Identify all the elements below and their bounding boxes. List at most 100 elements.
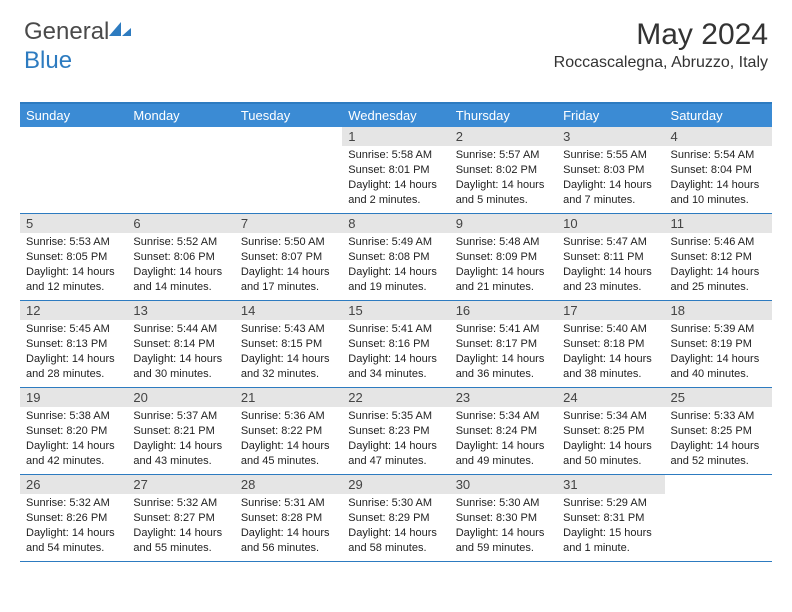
day-line: Daylight: 14 hours: [671, 265, 766, 280]
day-cell: 26Sunrise: 5:32 AMSunset: 8:26 PMDayligh…: [20, 475, 127, 561]
day-line: and 19 minutes.: [348, 280, 443, 295]
day-number: 26: [20, 475, 127, 494]
day-cell: 5Sunrise: 5:53 AMSunset: 8:05 PMDaylight…: [20, 214, 127, 300]
day-number: 30: [450, 475, 557, 494]
day-line: and 59 minutes.: [456, 541, 551, 556]
day-cell: [235, 127, 342, 213]
day-cell: 12Sunrise: 5:45 AMSunset: 8:13 PMDayligh…: [20, 301, 127, 387]
day-line: Sunset: 8:11 PM: [563, 250, 658, 265]
day-line: Sunset: 8:17 PM: [456, 337, 551, 352]
day-line: Sunrise: 5:32 AM: [26, 496, 121, 511]
day-body: [235, 131, 342, 137]
day-line: Daylight: 14 hours: [456, 265, 551, 280]
day-line: Daylight: 14 hours: [563, 352, 658, 367]
day-line: Daylight: 14 hours: [456, 178, 551, 193]
day-line: and 7 minutes.: [563, 193, 658, 208]
day-line: Sunrise: 5:45 AM: [26, 322, 121, 337]
day-line: Sunset: 8:20 PM: [26, 424, 121, 439]
day-line: Daylight: 14 hours: [563, 178, 658, 193]
day-line: Sunset: 8:05 PM: [26, 250, 121, 265]
day-cell: 8Sunrise: 5:49 AMSunset: 8:08 PMDaylight…: [342, 214, 449, 300]
day-line: Daylight: 14 hours: [26, 265, 121, 280]
day-line: Sunrise: 5:48 AM: [456, 235, 551, 250]
day-cell: 24Sunrise: 5:34 AMSunset: 8:25 PMDayligh…: [557, 388, 664, 474]
day-cell: 2Sunrise: 5:57 AMSunset: 8:02 PMDaylight…: [450, 127, 557, 213]
day-line: Sunset: 8:25 PM: [671, 424, 766, 439]
dow-cell: Wednesday: [342, 104, 449, 127]
day-line: and 55 minutes.: [133, 541, 228, 556]
day-body: [127, 131, 234, 137]
day-number: 24: [557, 388, 664, 407]
day-line: Sunrise: 5:40 AM: [563, 322, 658, 337]
day-line: Sunset: 8:29 PM: [348, 511, 443, 526]
day-line: Sunrise: 5:44 AM: [133, 322, 228, 337]
day-line: Sunset: 8:23 PM: [348, 424, 443, 439]
day-line: Daylight: 14 hours: [671, 439, 766, 454]
day-cell: 22Sunrise: 5:35 AMSunset: 8:23 PMDayligh…: [342, 388, 449, 474]
day-cell: 30Sunrise: 5:30 AMSunset: 8:30 PMDayligh…: [450, 475, 557, 561]
day-line: Sunrise: 5:35 AM: [348, 409, 443, 424]
day-cell: 13Sunrise: 5:44 AMSunset: 8:14 PMDayligh…: [127, 301, 234, 387]
day-body: Sunrise: 5:58 AMSunset: 8:01 PMDaylight:…: [342, 146, 449, 211]
day-number: 6: [127, 214, 234, 233]
day-body: Sunrise: 5:29 AMSunset: 8:31 PMDaylight:…: [557, 494, 664, 559]
day-line: Daylight: 14 hours: [456, 526, 551, 541]
day-line: and 1 minute.: [563, 541, 658, 556]
dow-row: Sunday Monday Tuesday Wednesday Thursday…: [20, 104, 772, 127]
day-body: Sunrise: 5:46 AMSunset: 8:12 PMDaylight:…: [665, 233, 772, 298]
day-line: Sunrise: 5:36 AM: [241, 409, 336, 424]
day-line: Sunset: 8:08 PM: [348, 250, 443, 265]
day-line: Sunset: 8:12 PM: [671, 250, 766, 265]
day-line: and 23 minutes.: [563, 280, 658, 295]
day-line: Daylight: 14 hours: [241, 352, 336, 367]
day-cell: 15Sunrise: 5:41 AMSunset: 8:16 PMDayligh…: [342, 301, 449, 387]
day-cell: [665, 475, 772, 561]
day-number: 5: [20, 214, 127, 233]
day-line: Sunrise: 5:30 AM: [348, 496, 443, 511]
dow-cell: Sunday: [20, 104, 127, 127]
day-body: Sunrise: 5:34 AMSunset: 8:24 PMDaylight:…: [450, 407, 557, 472]
day-line: Sunrise: 5:41 AM: [348, 322, 443, 337]
day-line: and 25 minutes.: [671, 280, 766, 295]
dow-cell: Tuesday: [235, 104, 342, 127]
day-number: 23: [450, 388, 557, 407]
day-body: [665, 479, 772, 485]
day-cell: 4Sunrise: 5:54 AMSunset: 8:04 PMDaylight…: [665, 127, 772, 213]
day-line: and 52 minutes.: [671, 454, 766, 469]
dow-cell: Thursday: [450, 104, 557, 127]
day-line: Sunset: 8:27 PM: [133, 511, 228, 526]
header-right: May 2024 Roccascalegna, Abruzzo, Italy: [554, 18, 768, 72]
day-line: Daylight: 14 hours: [348, 352, 443, 367]
day-cell: 11Sunrise: 5:46 AMSunset: 8:12 PMDayligh…: [665, 214, 772, 300]
day-line: Sunset: 8:25 PM: [563, 424, 658, 439]
day-line: Daylight: 14 hours: [348, 526, 443, 541]
day-number: 21: [235, 388, 342, 407]
day-line: Sunset: 8:30 PM: [456, 511, 551, 526]
day-body: Sunrise: 5:38 AMSunset: 8:20 PMDaylight:…: [20, 407, 127, 472]
day-cell: 17Sunrise: 5:40 AMSunset: 8:18 PMDayligh…: [557, 301, 664, 387]
day-cell: 19Sunrise: 5:38 AMSunset: 8:20 PMDayligh…: [20, 388, 127, 474]
day-body: Sunrise: 5:30 AMSunset: 8:30 PMDaylight:…: [450, 494, 557, 559]
day-line: and 14 minutes.: [133, 280, 228, 295]
day-line: Daylight: 14 hours: [133, 526, 228, 541]
day-line: Sunset: 8:26 PM: [26, 511, 121, 526]
day-line: Sunset: 8:13 PM: [26, 337, 121, 352]
day-cell: 14Sunrise: 5:43 AMSunset: 8:15 PMDayligh…: [235, 301, 342, 387]
day-cell: 1Sunrise: 5:58 AMSunset: 8:01 PMDaylight…: [342, 127, 449, 213]
day-number: 10: [557, 214, 664, 233]
day-line: and 12 minutes.: [26, 280, 121, 295]
day-cell: [20, 127, 127, 213]
day-number: 14: [235, 301, 342, 320]
day-cell: [127, 127, 234, 213]
day-cell: 29Sunrise: 5:30 AMSunset: 8:29 PMDayligh…: [342, 475, 449, 561]
day-line: and 43 minutes.: [133, 454, 228, 469]
day-line: and 58 minutes.: [348, 541, 443, 556]
day-body: Sunrise: 5:33 AMSunset: 8:25 PMDaylight:…: [665, 407, 772, 472]
day-line: Daylight: 14 hours: [456, 352, 551, 367]
day-line: and 2 minutes.: [348, 193, 443, 208]
day-line: Sunrise: 5:30 AM: [456, 496, 551, 511]
day-number: 4: [665, 127, 772, 146]
day-line: Daylight: 14 hours: [26, 352, 121, 367]
day-body: Sunrise: 5:44 AMSunset: 8:14 PMDaylight:…: [127, 320, 234, 385]
day-line: Sunrise: 5:50 AM: [241, 235, 336, 250]
